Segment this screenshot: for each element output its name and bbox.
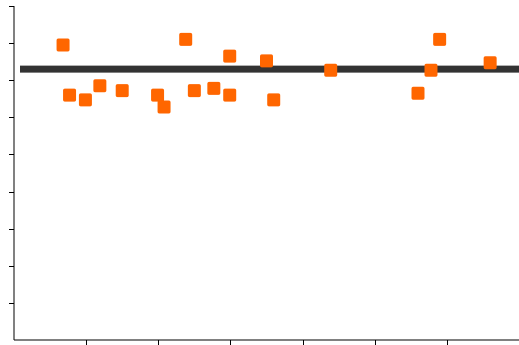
data-point	[324, 63, 338, 77]
data-point	[411, 86, 425, 100]
data-point	[424, 63, 438, 77]
data-point	[78, 93, 92, 107]
data-point	[115, 84, 129, 98]
data-point	[187, 84, 201, 98]
data-point	[267, 93, 281, 107]
data-point	[223, 49, 237, 63]
data-point	[151, 88, 165, 102]
data-point	[260, 54, 273, 68]
data-point	[63, 88, 77, 102]
data-point	[207, 81, 221, 95]
data-point	[483, 56, 497, 70]
chart-axes	[9, 6, 519, 345]
data-point	[179, 32, 193, 46]
data-point	[223, 88, 237, 102]
data-point	[433, 32, 447, 46]
data-point	[157, 100, 171, 114]
data-point	[56, 38, 70, 52]
data-points	[56, 32, 497, 114]
data-point	[93, 79, 107, 93]
